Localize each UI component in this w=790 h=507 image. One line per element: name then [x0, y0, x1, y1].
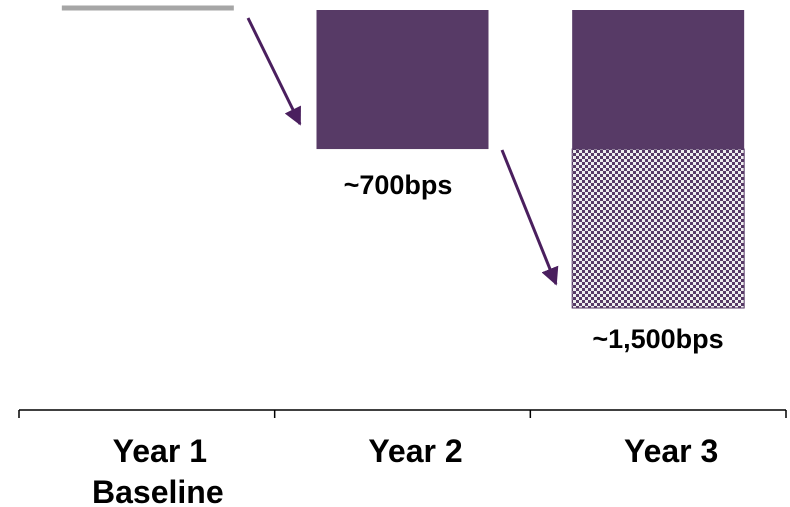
arrow-year1-to-year2	[246, 17, 302, 126]
data-label-2: ~700bps	[344, 170, 453, 200]
bar-year3_additional-3	[571, 148, 745, 309]
x-tick-labels: Year 1 Baseline Year 2 Year 3	[92, 433, 718, 507]
arrows-layer	[246, 17, 559, 286]
x-tick-sublabel-1: Baseline	[92, 474, 224, 507]
x-tick-label-2: Year 2	[368, 433, 462, 469]
arrow-year2-to-year3	[500, 149, 559, 286]
bar-year2_gain-2	[316, 10, 489, 150]
x-axis	[18, 409, 787, 418]
bars-layer	[61, 5, 745, 309]
x-tick-label-3: Year 3	[624, 433, 718, 469]
data-label-3: ~1,500bps	[592, 324, 723, 354]
x-tick-label-1: Year 1	[113, 433, 207, 469]
bar-year2_gain-3	[572, 10, 745, 150]
data-labels-layer: ~700bps ~1,500bps	[344, 170, 724, 354]
